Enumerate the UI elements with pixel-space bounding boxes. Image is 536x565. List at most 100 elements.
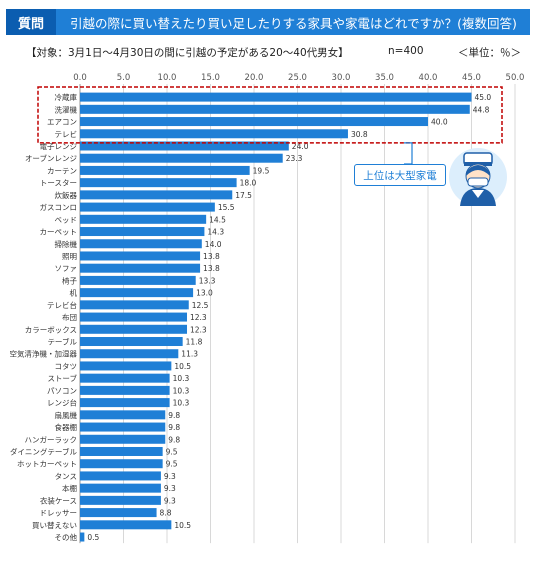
value-label: 13.8: [203, 252, 220, 261]
bar: [80, 178, 237, 188]
callout-box: 上位は大型家電: [354, 164, 446, 186]
category-label: 買い替えない: [32, 520, 77, 530]
bar: [80, 398, 170, 408]
value-label: 9.5: [166, 460, 178, 469]
value-label: 19.5: [253, 166, 270, 175]
highlight-box: [37, 86, 503, 144]
category-label: ガスコンロ: [40, 202, 78, 212]
category-label: テーブル: [47, 337, 77, 347]
category-label: ストーブ: [47, 373, 77, 383]
category-label: 電子レンジ: [40, 142, 78, 151]
category-label: ソファ: [55, 264, 78, 273]
value-label: 14.3: [207, 228, 224, 237]
value-label: 9.8: [168, 411, 180, 420]
bar: [80, 324, 188, 334]
value-label: 14.0: [205, 240, 222, 249]
question-text: 引越の際に買い替えたり買い足したりする家具や家電はどれですか？(複数回答): [70, 15, 517, 31]
x-tick-label: 45.0: [462, 73, 481, 83]
bar: [80, 263, 201, 273]
category-label: カーテン: [47, 166, 77, 175]
bar: [80, 373, 170, 383]
value-label: 30.8: [351, 130, 368, 139]
bar: [80, 117, 428, 127]
category-label: 食器棚: [55, 422, 78, 432]
category-label: 照明: [62, 252, 77, 261]
category-label: ドレッサー: [40, 509, 78, 518]
bar: [80, 190, 233, 200]
category-label: トースター: [40, 179, 77, 188]
bar: [80, 129, 348, 139]
value-label: 10.5: [174, 362, 191, 371]
x-tick-label: 30.0: [332, 73, 351, 83]
value-label: 45.0: [475, 93, 492, 102]
value-label: 11.8: [186, 338, 203, 347]
bar: [80, 239, 202, 249]
category-label: 机: [70, 288, 78, 298]
bar: [80, 153, 283, 163]
x-tick-label: 0.0: [73, 73, 87, 83]
bar: [80, 495, 161, 505]
x-tick-label: 25.0: [288, 73, 307, 83]
value-label: 12.3: [190, 325, 207, 334]
x-tick-label: 5.0: [117, 73, 131, 83]
bar: [80, 508, 157, 518]
x-tick-label: 50.0: [506, 73, 525, 83]
bar: [80, 214, 207, 224]
value-label: 9.8: [168, 423, 180, 432]
bar: [80, 227, 205, 237]
value-label: 44.8: [473, 105, 490, 114]
bar: [80, 165, 250, 175]
unit-label: ＜単位：％＞: [458, 47, 521, 59]
value-label: 0.5: [87, 533, 99, 542]
bar: [80, 300, 189, 310]
mascot-illustration: [449, 148, 507, 206]
question-header: 質問 引越の際に買い替えたり買い足したりする家具や家電はどれですか？(複数回答): [6, 9, 530, 35]
bar: [80, 202, 215, 212]
bar: [80, 141, 289, 151]
survey-target: 【対象：3月1日～4月30日の間に引越の予定がある20～40代男女】: [26, 47, 349, 59]
bar: [80, 410, 166, 420]
callout-connector: [404, 142, 413, 165]
value-label: 11.3: [181, 350, 198, 359]
bar: [80, 312, 188, 322]
category-label: 炊飯器: [55, 190, 78, 200]
value-label: 10.3: [173, 399, 190, 408]
category-label: ベッド: [55, 215, 78, 224]
value-label: 18.0: [240, 179, 257, 188]
value-label: 10.5: [174, 521, 191, 530]
category-label: テレビ台: [47, 300, 77, 310]
category-label: 本棚: [62, 483, 77, 493]
value-label: 13.8: [203, 264, 220, 273]
category-label: 椅子: [62, 275, 77, 285]
category-label: パソコン: [47, 386, 77, 395]
bar: [80, 104, 470, 114]
value-label: 9.3: [164, 496, 176, 505]
value-label: 17.5: [235, 191, 252, 200]
category-label: レンジ台: [47, 398, 77, 408]
category-label: コタツ: [55, 362, 78, 371]
x-tick-label: 35.0: [375, 73, 394, 83]
bar: [80, 446, 163, 456]
value-label: 9.3: [164, 472, 176, 481]
bar: [80, 385, 170, 395]
value-label: 8.8: [160, 509, 172, 518]
bar: [80, 422, 166, 432]
value-label: 13.3: [199, 276, 216, 285]
bar: [80, 92, 472, 102]
category-label: タンス: [55, 472, 77, 481]
category-label: 冷蔵庫: [55, 92, 78, 102]
value-label: 24.0: [292, 142, 309, 151]
value-label: 40.0: [431, 118, 448, 127]
value-label: 10.3: [173, 386, 190, 395]
category-label: 扇風機: [55, 410, 78, 420]
value-label: 9.8: [168, 435, 180, 444]
x-tick-label: 20.0: [245, 73, 264, 83]
bar: [80, 337, 183, 347]
bar: [80, 471, 161, 481]
category-label: テレビ: [55, 130, 78, 139]
x-tick-label: 15.0: [201, 73, 220, 83]
value-label: 13.0: [196, 289, 213, 298]
category-label: オーブンレンジ: [25, 153, 78, 163]
category-label: エアコン: [47, 118, 77, 127]
value-label: 23.3: [286, 154, 303, 163]
